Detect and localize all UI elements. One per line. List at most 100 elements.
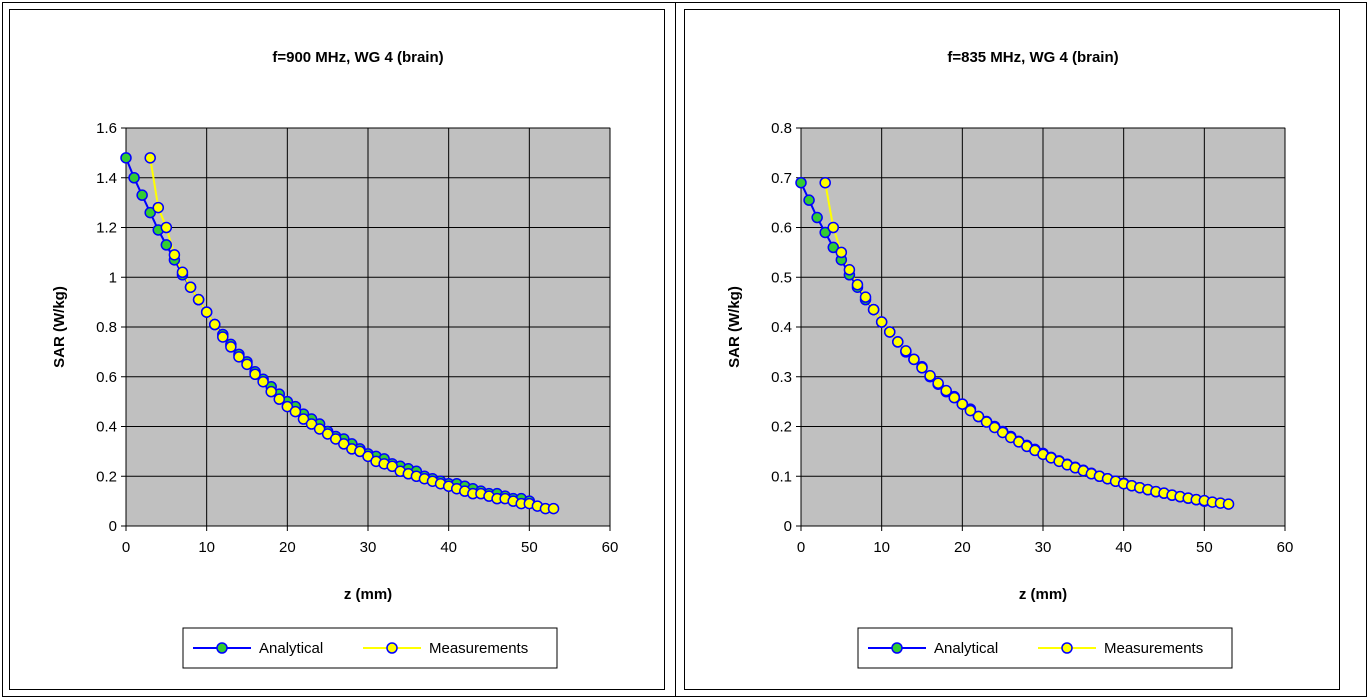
y-tick-label: 0.2 — [771, 419, 792, 436]
data-point-measurements — [956, 398, 969, 410]
chart-panel-900mhz: f=900 MHz, WG 4 (brain) 0 0.2 0.4 0.6 0.8 1 1.2… — [9, 9, 665, 690]
x-tick-label: 10 — [198, 539, 215, 556]
y-axis-label: SAR (W/kg) — [51, 286, 68, 368]
data-point-measurements — [200, 306, 213, 318]
y-tick-label: 0 — [109, 518, 117, 535]
x-tick-label: 20 — [954, 539, 971, 556]
data-point-measurements — [908, 353, 920, 366]
data-point-measurements — [892, 336, 904, 348]
data-point-measurements — [313, 423, 326, 435]
data-point-measurements — [996, 426, 1009, 439]
data-point-analytical — [120, 152, 132, 164]
legend-marker-analytical — [891, 642, 903, 654]
data-point-measurements — [257, 375, 269, 388]
table-divider — [675, 2, 676, 697]
data-point-measurements — [297, 413, 310, 425]
data-point-measurements — [1222, 498, 1235, 510]
data-point-analytical — [811, 211, 823, 224]
data-point-measurements — [217, 331, 229, 343]
chart-title: f=835 MHz, WG 4 (brain) — [947, 49, 1118, 66]
data-point-measurements — [916, 362, 928, 374]
x-tick-label: 30 — [360, 539, 377, 556]
data-point-measurements — [948, 391, 961, 404]
x-tick-label: 50 — [521, 539, 538, 556]
x-tick-label: 60 — [602, 539, 619, 556]
legend-label-measurements: Measurements — [1104, 640, 1203, 657]
data-point-measurements — [883, 326, 896, 338]
data-point-analytical — [827, 241, 840, 254]
x-tick-label: 20 — [279, 539, 296, 556]
data-point-measurements — [362, 450, 374, 463]
y-tick-label: 1.2 — [96, 220, 117, 237]
y-tick-label: 0.8 — [96, 319, 117, 336]
data-point-measurements — [329, 433, 342, 445]
data-point-analytical — [795, 176, 807, 189]
y-tick-label: 0.3 — [771, 369, 792, 386]
legend-label-analytical: Analytical — [934, 640, 998, 657]
chart-panel-835mhz: f=835 MHz, WG 4 (brain) 0 0.1 0.2 0.3 0.4 0.5 0… — [684, 9, 1340, 690]
data-point-measurements — [875, 316, 888, 328]
data-point-analytical — [136, 189, 148, 201]
data-point-measurements — [208, 318, 221, 331]
y-axis-label: SAR (W/kg) — [726, 286, 743, 368]
data-point-measurements — [827, 221, 840, 234]
data-point-measurements — [152, 201, 165, 214]
data-point-measurements — [184, 281, 197, 293]
y-tick-label: 0.2 — [96, 468, 117, 485]
chart-title: f=900 MHz, WG 4 (brain) — [272, 49, 443, 66]
legend-label-analytical: Analytical — [259, 640, 323, 657]
y-tick-label: 0.7 — [771, 170, 792, 187]
y-tick-label: 1.6 — [96, 120, 117, 137]
data-point-measurements — [265, 385, 277, 398]
x-tick-label: 30 — [1035, 539, 1052, 556]
data-point-measurements — [547, 502, 560, 515]
data-point-measurements — [305, 418, 318, 430]
data-point-measurements — [980, 416, 993, 428]
data-point-measurements — [249, 368, 261, 381]
data-point-measurements — [924, 370, 936, 382]
data-point-measurements — [144, 152, 156, 164]
y-tick-label: 0.6 — [771, 220, 792, 237]
data-point-measurements — [225, 341, 237, 353]
sar-chart-835mhz: f=835 MHz, WG 4 (brain) 0 0.1 0.2 0.3 0.4 0.5 0… — [726, 49, 1293, 669]
data-point-analytical — [160, 239, 173, 251]
y-tick-label: 0 — [784, 518, 792, 535]
data-point-analytical — [144, 206, 156, 219]
data-point-measurements — [932, 377, 944, 389]
data-point-measurements — [972, 410, 985, 423]
data-point-measurements — [835, 246, 848, 259]
x-tick-label: 50 — [1196, 539, 1213, 556]
data-point-measurements — [273, 393, 286, 405]
data-point-measurements — [843, 264, 856, 276]
data-point-measurements — [988, 421, 1001, 434]
y-tick-label: 0.8 — [771, 120, 792, 137]
data-point-measurements — [386, 460, 398, 473]
data-point-measurements — [233, 351, 245, 363]
x-axis-label: z (mm) — [1019, 586, 1067, 603]
data-point-measurements — [900, 345, 912, 357]
data-point-measurements — [281, 400, 294, 413]
data-point-measurements — [241, 358, 253, 371]
data-point-measurements — [354, 445, 366, 458]
data-point-measurements — [176, 266, 189, 279]
y-tick-label: 0.5 — [771, 269, 792, 286]
data-point-measurements — [867, 303, 880, 316]
legend-label-measurements: Measurements — [429, 640, 528, 657]
x-axis-label: z (mm) — [344, 586, 392, 603]
x-tick-label: 40 — [440, 539, 457, 556]
data-point-measurements — [940, 384, 952, 397]
data-point-measurements — [851, 278, 864, 291]
data-point-measurements — [192, 293, 205, 306]
x-tick-label: 10 — [873, 539, 890, 556]
data-point-measurements — [859, 291, 872, 303]
y-tick-label: 0.6 — [96, 369, 117, 386]
y-tick-label: 1.4 — [96, 170, 117, 187]
legend-marker-measurements — [386, 642, 398, 654]
x-tick-label: 40 — [1115, 539, 1132, 556]
data-point-analytical — [819, 226, 831, 239]
y-tick-label: 0.4 — [771, 319, 792, 336]
data-point-measurements — [168, 249, 181, 261]
y-tick-label: 0.1 — [771, 468, 792, 485]
data-point-measurements — [338, 438, 350, 450]
